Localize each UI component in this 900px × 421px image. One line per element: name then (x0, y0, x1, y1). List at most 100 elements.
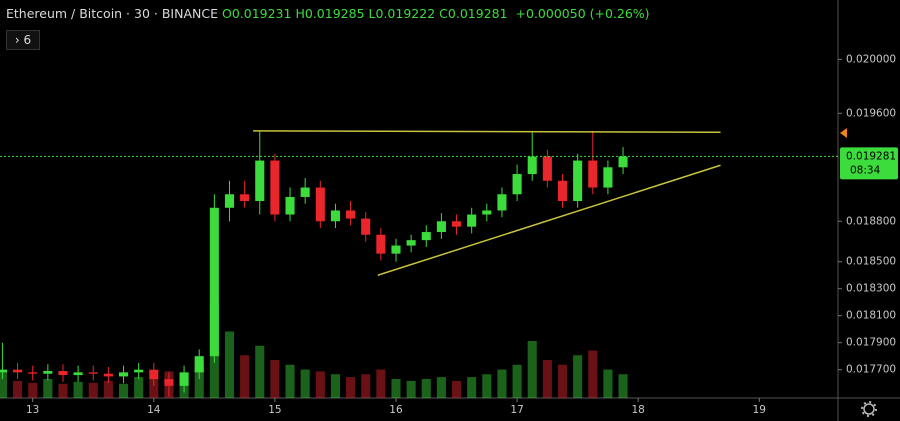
ohlc-value: 0.019285 (304, 6, 365, 21)
y-tick-label: 0.018300 (846, 283, 896, 295)
candle-body (73, 372, 83, 376)
volume-bar (330, 374, 340, 398)
gear-teeth (861, 401, 877, 417)
candle-body (285, 196, 295, 215)
candle-body (542, 156, 552, 181)
x-tick-label: 13 (26, 404, 39, 416)
volume-bar (482, 374, 492, 398)
candle-body (0, 369, 7, 373)
volume-bar (573, 355, 583, 398)
volume-bar (255, 345, 265, 398)
y-tick-label: 0.019600 (846, 107, 896, 119)
volume-bar (28, 382, 38, 398)
volume-bar (451, 380, 462, 398)
candle-body (58, 371, 68, 376)
volume-bar (603, 369, 613, 398)
candle-body (346, 210, 356, 219)
volume-bar (300, 369, 310, 398)
change: +0.000050 (+0.26%) (515, 6, 650, 21)
candle-body (240, 194, 250, 202)
candle-body (103, 373, 113, 377)
candle-body (224, 194, 235, 208)
y-tick-label: 0.017700 (846, 364, 896, 376)
volume-bar (43, 379, 53, 398)
y-tick-label: 0.020000 (846, 53, 896, 65)
candle-body (194, 356, 204, 373)
volume-bar (391, 379, 401, 398)
candle-body (482, 210, 492, 215)
volume-bar (376, 369, 386, 398)
candle-body (527, 156, 537, 175)
y-tick-label: 0.018800 (846, 215, 896, 227)
ohlc-value: 0.019231 (231, 6, 292, 21)
ohlc-label: O (221, 6, 232, 21)
candle-body (13, 369, 23, 373)
volume-bar (436, 377, 446, 398)
volume-bar (13, 380, 23, 398)
x-tick-label: 15 (268, 404, 281, 416)
candle-body (270, 160, 280, 215)
volume-bar (149, 379, 159, 398)
candle-body (497, 194, 507, 211)
last-price-label: 0.019281 (846, 150, 896, 162)
volume-bar (134, 377, 144, 398)
volume-bar (512, 364, 522, 398)
ohlc-label: L (368, 6, 376, 21)
candle-body (376, 234, 386, 254)
volume-bar (346, 377, 356, 398)
indicator-count: 6 (23, 33, 32, 47)
candle-body (28, 372, 38, 374)
legend-header: Ethereum / Bitcoin · 30 · BINANCE O0.019… (6, 6, 650, 21)
candle-body (361, 218, 371, 235)
volume-bar (315, 371, 325, 398)
settings-gear[interactable] (861, 401, 877, 417)
candle-body (391, 245, 401, 254)
volume-bar (467, 377, 477, 398)
candle-body (118, 372, 129, 377)
candle-body (467, 214, 477, 227)
volume-bar (527, 341, 537, 398)
candle-body (43, 371, 53, 374)
volume-bar (88, 382, 98, 398)
candle-body (300, 187, 310, 197)
y-tick-label: 0.018100 (846, 310, 896, 322)
ohlc-value: 0.019281 (447, 6, 508, 21)
volume-bar (224, 331, 235, 398)
ohlc: O0.019231 H0.019285 L0.019222 C0.019281 (222, 6, 512, 21)
price-label-box (840, 147, 898, 180)
y-tick-label: 0.017900 (846, 337, 896, 349)
indicator-toggle[interactable]: › 6 (6, 30, 40, 50)
volume-bar (361, 374, 371, 398)
ohlc-item: H0.019285 (295, 6, 364, 21)
volume-bar (270, 360, 280, 398)
candle-body (421, 232, 431, 241)
candle-body (149, 369, 159, 380)
candle-body (134, 369, 144, 373)
candle-body (209, 207, 219, 357)
trend-line (377, 164, 721, 276)
candle-body (255, 160, 265, 202)
volume-bar (103, 380, 113, 398)
alert-marker (840, 128, 847, 138)
candle-body (436, 221, 446, 233)
candle-body (573, 160, 583, 202)
candle-body (88, 372, 98, 374)
candle-body (618, 156, 628, 168)
volume-bar (0, 369, 7, 398)
candle-body (406, 240, 416, 246)
candle-body (557, 180, 568, 202)
symbol[interactable]: Ethereum / Bitcoin · 30 · BINANCE (6, 6, 218, 21)
volume-bar (73, 381, 83, 398)
volume-bar (557, 364, 568, 398)
ohlc-label: C (439, 6, 448, 21)
y-tick-label: 0.018500 (846, 256, 896, 268)
volume-bar (588, 350, 598, 398)
ohlc-item: O0.019231 (222, 6, 292, 21)
x-tick-label: 14 (147, 404, 161, 416)
volume-bar (421, 379, 431, 398)
volume-bar (406, 380, 416, 398)
candle-body (315, 187, 325, 222)
volume-bar (497, 369, 507, 398)
